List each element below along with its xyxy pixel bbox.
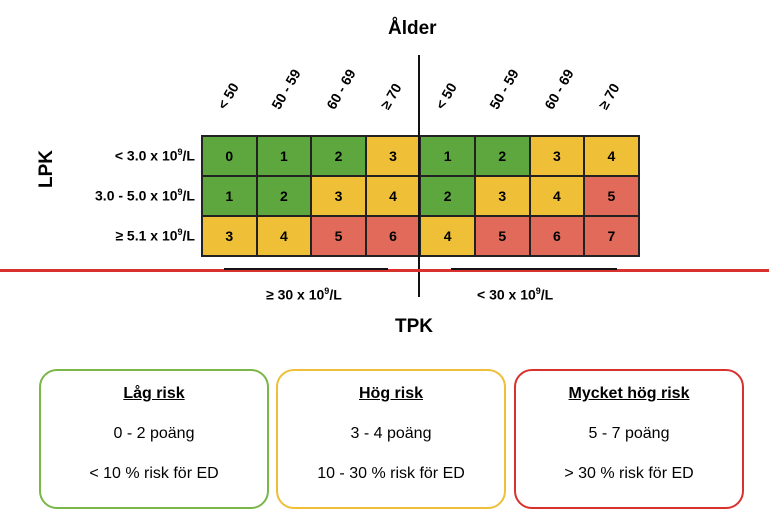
score-cell: 6 — [529, 216, 585, 256]
age-label-right-under-50: < 50 — [432, 80, 460, 112]
risk-box-risk: 10 - 30 % risk för ED — [317, 465, 465, 482]
score-cell: 3 — [202, 216, 257, 256]
risk-box-title: Låg risk — [123, 385, 185, 402]
score-cell: 5 — [311, 216, 366, 256]
tpk-right-bracket-line — [451, 268, 617, 270]
score-cell: 4 — [256, 216, 312, 256]
risk-box-points: 0 - 2 poäng — [113, 425, 195, 442]
score-cell: 3 — [474, 176, 530, 216]
age-label-left-under-50: < 50 — [214, 80, 242, 112]
score-cell: 3 — [365, 136, 421, 176]
lpk-row-label-low: < 3.0 x 109/L — [114, 147, 195, 164]
age-label-right-70-plus: ≥ 70 — [595, 80, 623, 112]
tpk-axis-title: TPK — [395, 316, 433, 337]
score-cell: 3 — [529, 136, 585, 176]
age-axis-title: Ålder — [388, 18, 437, 39]
tpk-group-label-high: ≥ 30 x 109/L — [266, 286, 342, 303]
risk-box-very-high: Mycket hög risk 5 - 7 poäng > 30 % risk … — [514, 369, 744, 509]
risk-box-high: Hög risk 3 - 4 poäng 10 - 30 % risk för … — [276, 369, 506, 509]
score-cell: 0 — [202, 136, 257, 176]
risk-box-low: Låg risk 0 - 2 poäng < 10 % risk för ED — [39, 369, 269, 509]
score-cell: 4 — [365, 176, 421, 216]
age-label-left-50-59: 50 - 59 — [268, 66, 304, 112]
tpk-group-label-low: < 30 x 109/L — [477, 286, 554, 303]
center-divider-line — [418, 55, 420, 297]
score-cell: 4 — [584, 136, 639, 176]
tpk-left-bracket-line — [224, 268, 388, 270]
score-cell: 5 — [474, 216, 530, 256]
score-cell: 2 — [474, 136, 530, 176]
score-grid: 0 1 2 3 1 2 3 4 1 2 3 4 2 3 4 5 3 4 5 6 … — [201, 135, 640, 257]
lpk-row-label-high: ≥ 5.1 x 109/L — [115, 227, 195, 244]
risk-box-risk: > 30 % risk för ED — [564, 465, 694, 482]
score-cell: 4 — [529, 176, 585, 216]
age-label-right-50-59: 50 - 59 — [486, 66, 522, 112]
score-cell: 4 — [420, 216, 475, 256]
score-cell: 5 — [584, 176, 639, 216]
score-cell: 6 — [365, 216, 421, 256]
lpk-row-label-mid: 3.0 - 5.0 x 109/L — [95, 187, 195, 204]
risk-box-points: 3 - 4 poäng — [350, 425, 432, 442]
score-cell: 7 — [584, 216, 639, 256]
score-cell: 2 — [420, 176, 475, 216]
score-cell: 1 — [202, 176, 257, 216]
tpk-separator-line — [0, 269, 769, 272]
risk-box-title: Mycket hög risk — [568, 385, 690, 402]
age-label-left-60-69: 60 - 69 — [323, 66, 359, 112]
age-label-right-60-69: 60 - 69 — [541, 66, 577, 112]
risk-box-title: Hög risk — [358, 385, 423, 402]
score-cell: 2 — [256, 176, 312, 216]
score-cell: 3 — [311, 176, 366, 216]
score-cell: 2 — [311, 136, 366, 176]
age-label-left-70-plus: ≥ 70 — [377, 80, 405, 112]
risk-box-risk: < 10 % risk för ED — [89, 465, 219, 482]
score-cell: 1 — [420, 136, 475, 176]
risk-box-points: 5 - 7 poäng — [588, 425, 670, 442]
score-cell: 1 — [256, 136, 312, 176]
